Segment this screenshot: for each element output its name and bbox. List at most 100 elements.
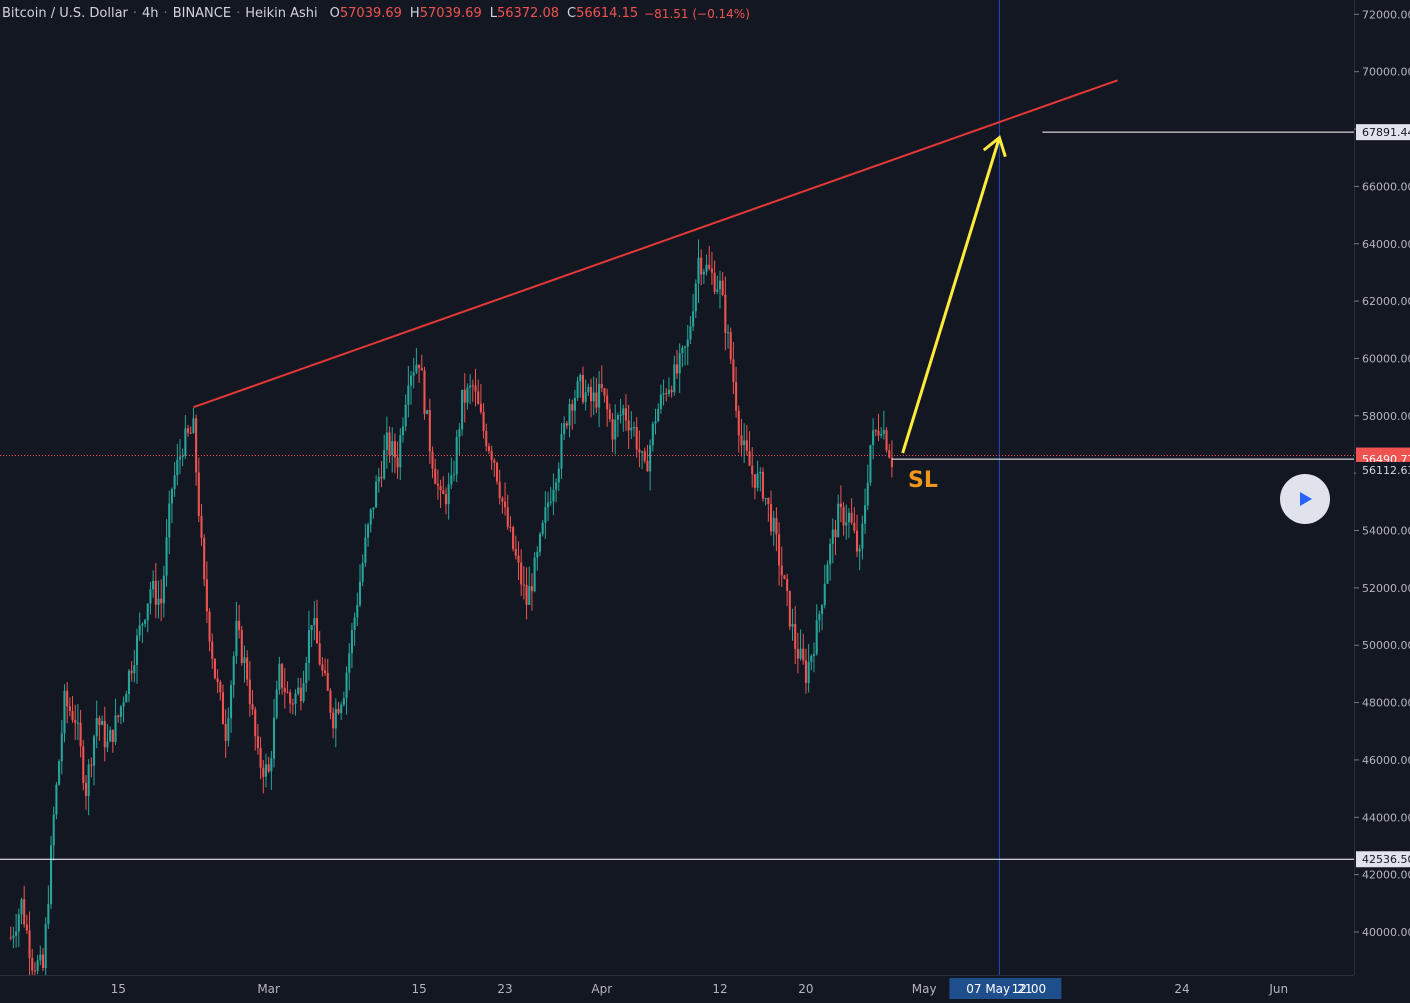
candle-body: [313, 618, 316, 626]
candle-body: [708, 264, 711, 269]
candle-body: [434, 468, 437, 484]
candle-body: [804, 660, 807, 684]
candle-body: [471, 385, 474, 387]
candle-body: [404, 404, 407, 427]
time-tick-label: Apr: [591, 982, 612, 996]
projection-arrow[interactable]: [901, 137, 1001, 454]
candle-body: [818, 613, 821, 621]
candle-body: [495, 462, 499, 482]
candle-body: [791, 623, 794, 627]
change-value: −81.51 (−0.14%): [644, 6, 750, 21]
candle-body: [727, 332, 730, 334]
candle-body: [221, 692, 225, 725]
candle-body: [122, 702, 125, 707]
crosshair-time-badge: [949, 978, 1062, 999]
candle-body: [788, 590, 791, 627]
candle-body: [205, 579, 208, 612]
low-key: L: [489, 6, 497, 21]
candle-body: [710, 268, 713, 273]
candle-body: [641, 451, 644, 453]
candle-body: [772, 518, 775, 532]
candle-body: [415, 364, 418, 373]
candle-body: [240, 630, 243, 664]
stop-loss-label[interactable]: SL: [908, 468, 938, 493]
candle-body: [84, 782, 88, 796]
candle-body: [356, 604, 359, 618]
candle-body: [826, 564, 829, 584]
candle-body: [461, 389, 464, 430]
candle-body: [463, 389, 466, 403]
candle-body: [624, 408, 627, 421]
candle-body: [619, 414, 622, 416]
candle-body: [675, 364, 679, 374]
candle-body: [248, 679, 251, 705]
trendline[interactable]: [193, 79, 1118, 409]
candle-body: [326, 673, 329, 691]
candle-body: [160, 598, 163, 604]
candle-body: [350, 630, 353, 654]
candle-body: [181, 456, 184, 458]
candle-body: [345, 672, 348, 699]
time-axis[interactable]: [0, 975, 1410, 999]
candle-body: [302, 683, 305, 702]
candle-body: [267, 764, 270, 772]
candle-body: [498, 481, 501, 498]
candle-body: [23, 899, 26, 925]
price-tick-label: 54000.00: [1362, 525, 1410, 538]
candle-body: [388, 432, 391, 456]
candle-body: [367, 524, 370, 538]
candle-body: [165, 537, 168, 576]
candle-body: [52, 814, 55, 846]
symbol-name[interactable]: Bitcoin / U.S. Dollar: [2, 6, 128, 21]
price-tick-label: 40000.00: [1362, 926, 1410, 939]
candle-body: [246, 657, 249, 680]
candle-body: [786, 578, 789, 591]
candle-body: [651, 423, 654, 446]
candle-body: [20, 899, 23, 915]
candle-body: [678, 353, 681, 374]
candle-body: [638, 449, 641, 453]
candle-body: [393, 441, 396, 458]
candle-body: [735, 381, 738, 411]
candle-body: [549, 501, 552, 503]
candle-body: [133, 665, 136, 674]
candle-body: [823, 583, 826, 606]
candle-body: [79, 722, 82, 747]
candle-body: [517, 555, 520, 563]
candle-body: [812, 654, 816, 656]
candle-body: [753, 474, 756, 488]
open-value: 57039.69: [339, 6, 402, 21]
price-tick-label: 72000.00: [1362, 8, 1410, 21]
candle-body: [630, 427, 633, 431]
interval-label[interactable]: 4h: [142, 6, 159, 21]
candle-body: [853, 522, 856, 531]
candle-body: [477, 391, 480, 404]
price-tick-label: 48000.00: [1362, 697, 1410, 710]
symbol-legend[interactable]: Bitcoin / U.S. Dollar · 4h · BINANCE · H…: [2, 6, 750, 21]
candle-body: [337, 708, 340, 714]
candle-body: [76, 722, 79, 724]
candle-body: [469, 385, 472, 388]
candle-body: [866, 482, 869, 506]
candle-body: [168, 503, 171, 538]
candle-body: [178, 456, 182, 460]
candle-body: [348, 653, 351, 673]
candle-body: [855, 530, 859, 552]
candle-body: [520, 562, 523, 585]
candle-body: [606, 395, 609, 410]
price-axis[interactable]: [1354, 0, 1410, 999]
candle-body: [493, 460, 496, 463]
candle-body: [229, 685, 233, 719]
candle-body: [595, 392, 598, 408]
chart-style-label[interactable]: Heikin Ashi: [245, 6, 318, 21]
replay-play-button[interactable]: [1280, 474, 1330, 524]
price-label-text: 42536.50: [1362, 853, 1410, 866]
candle-body: [377, 476, 380, 482]
price-tick-label: 60000.00: [1362, 352, 1410, 365]
candle-body: [92, 736, 96, 766]
candle-body: [361, 562, 364, 582]
candle-body: [66, 690, 69, 707]
